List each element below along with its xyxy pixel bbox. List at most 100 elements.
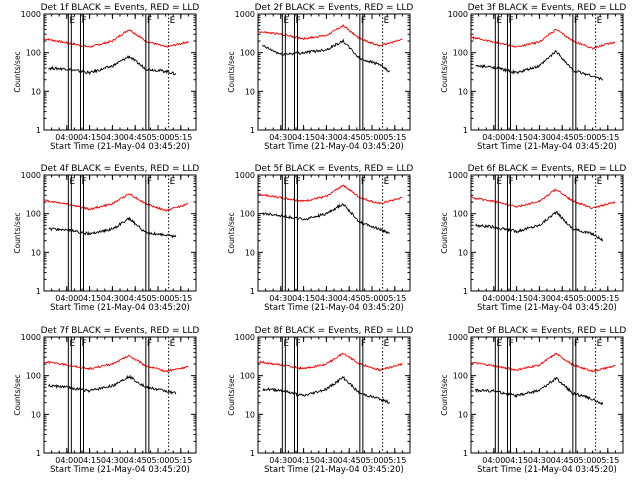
x-tick-label: 04:15 [505,294,528,303]
marker-label: E [283,16,289,26]
y-tick-label: 1000 [21,333,41,342]
y-tick-label: 1000 [235,333,255,342]
x-tick-label: 05:00 [573,133,596,142]
x-tick-label: 04:15 [292,133,315,142]
marker-label: F [81,339,86,349]
x-tick-label: 05:15 [169,294,192,303]
marker-label: E [384,177,390,187]
marker-label: E [597,339,603,349]
y-tick-label: 1 [36,126,41,135]
marker-label: F [295,16,300,26]
x-axis-label: Start Time (21-May-04 03:45:20) [264,142,404,152]
x-tick-label: 05:00 [360,133,383,142]
lld-series-line [43,354,189,373]
y-tick-label: 1 [36,449,41,458]
x-tick-label: 04:30 [528,133,551,142]
panel-9: Det 9f BLACK = Events, RED = LLD 1 10 100 10… [440,326,626,475]
marker-label: E [496,16,502,26]
marker-label: F [147,177,152,187]
x-tick-label: 05:00 [573,456,596,465]
marker-label: F [361,16,366,26]
events-series-line [475,376,604,406]
y-axis-label: Counts/sec [440,374,449,415]
x-tick-label: 04:30 [101,294,124,303]
x-tick-label: 04:30 [528,456,551,465]
y-tick-label: 1 [463,449,468,458]
panel-2: Det 2f BLACK = Events, RED = LLD 1 10 100 10… [227,3,413,152]
x-tick-label: 04:45 [124,456,147,465]
x-tick-label: 04:00 [55,133,78,142]
y-tick-label: 100 [453,372,468,381]
y-tick-label: 100 [240,372,255,381]
x-tick-label: 04:15 [505,456,528,465]
y-tick-label: 1000 [448,171,468,180]
panel-title: Det 7f BLACK = Events, RED = LLD [41,326,200,336]
marker-label: E [283,339,289,349]
x-tick-label: 04:30 [269,133,292,142]
x-tick-label: 04:45 [338,133,361,142]
panel-4: Det 4f BLACK = Events, RED = LLD 1 10 100 10… [13,164,199,313]
events-series-line [262,202,390,235]
marker-label: E [384,16,390,26]
x-tick-label: 05:00 [146,294,169,303]
x-tick-label: 05:15 [383,133,406,142]
panel-8: Det 8f BLACK = Events, RED = LLD 1 10 100 10… [227,326,413,475]
x-tick-label: 05:00 [573,294,596,303]
x-tick-label: 05:15 [383,294,406,303]
x-tick-label: 04:30 [528,294,551,303]
x-tick-label: 05:15 [596,133,619,142]
x-tick-label: 05:15 [383,456,406,465]
panel-title: Det 9f BLACK = Events, RED = LLD [468,326,627,336]
x-tick-label: 04:15 [78,133,101,142]
x-tick-label: 04:30 [315,294,338,303]
lld-series-line [257,352,403,372]
y-tick-label: 100 [453,210,468,219]
marker-label: F [574,16,579,26]
x-tick-label: 05:00 [146,456,169,465]
y-tick-label: 1000 [235,171,255,180]
x-tick-label: 04:15 [505,133,528,142]
y-tick-label: 100 [240,210,255,219]
plot-frame [43,336,197,454]
x-tick-label: 04:00 [482,133,505,142]
x-axis-label: Start Time (21-May-04 03:45:20) [477,465,617,475]
x-tick-label: 04:30 [315,456,338,465]
events-series-line [475,211,604,242]
panel-6: Det 6f BLACK = Events, RED = LLD 1 10 100 10… [440,164,626,313]
panel-title: Det 2f BLACK = Events, RED = LLD [255,3,414,13]
marker-label: F [574,339,579,349]
marker-label: F [574,177,579,187]
x-tick-label: 05:15 [596,456,619,465]
y-axis-label: Counts/sec [227,374,236,415]
x-tick-label: 04:45 [551,294,574,303]
y-tick-label: 10 [31,87,41,96]
y-tick-label: 10 [31,410,41,419]
y-axis-label: Counts/sec [227,51,236,92]
y-tick-label: 10 [458,87,468,96]
y-tick-label: 100 [453,49,468,58]
y-tick-label: 10 [245,248,255,257]
x-tick-label: 04:15 [292,456,315,465]
y-tick-label: 1000 [21,171,41,180]
x-axis-label: Start Time (21-May-04 03:45:20) [477,303,617,313]
y-tick-label: 1000 [448,333,468,342]
y-axis-label: Counts/sec [13,51,22,92]
events-series-line [48,374,177,395]
marker-label: F [295,339,300,349]
y-tick-label: 100 [26,49,41,58]
x-tick-label: 04:00 [482,456,505,465]
panel-title: Det 3f BLACK = Events, RED = LLD [468,3,627,13]
x-tick-label: 04:45 [338,294,361,303]
marker-label: F [147,339,152,349]
events-series-line [48,216,177,239]
panel-title: Det 6f BLACK = Events, RED = LLD [468,164,627,174]
x-axis-label: Start Time (21-May-04 03:45:20) [264,303,404,313]
x-axis-label: Start Time (21-May-04 03:45:20) [50,303,190,313]
x-tick-label: 04:45 [124,294,147,303]
lld-series-line [43,193,189,212]
y-tick-label: 100 [26,372,41,381]
y-tick-label: 10 [31,248,41,257]
y-axis-label: Counts/sec [227,212,236,253]
marker-label: F [81,177,86,187]
